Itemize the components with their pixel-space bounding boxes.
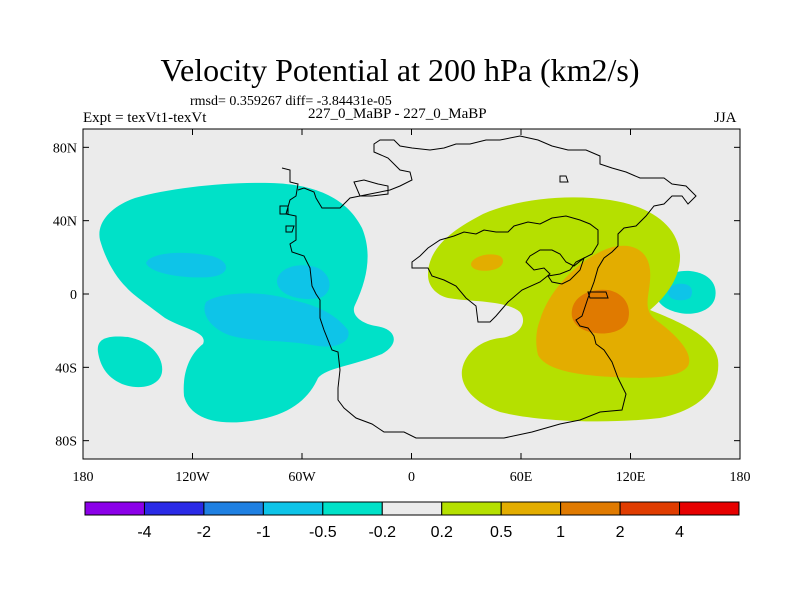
- region-neg-core-a: [146, 252, 227, 278]
- rmsd-diff-stats: rmsd= 0.359267 diff= -3.84431e-05: [190, 94, 392, 109]
- colorbar-level-label: 4: [675, 524, 684, 541]
- x-tick-label: 120W: [175, 470, 210, 485]
- region-pos-core-b: [571, 289, 630, 334]
- x-tick-label: 60E: [510, 470, 533, 485]
- colorbar-swatch: [500, 501, 562, 516]
- x-tick-label: 120E: [616, 470, 646, 485]
- region-neg-east-core: [668, 283, 692, 301]
- colorbar-level-label: -4: [137, 524, 151, 541]
- x-tick-label: 180: [730, 470, 751, 485]
- colorbar-swatch: [619, 501, 681, 516]
- experiment-label: Expt = texVt1-texVt: [83, 110, 207, 126]
- colorbar-swatch: [679, 501, 740, 516]
- y-tick-label: 80S: [55, 435, 77, 450]
- season-label: JJA: [714, 110, 737, 126]
- colorbar-level-label: 0.5: [490, 524, 512, 541]
- coastline-southeast-asia: [587, 291, 609, 299]
- colorbar-level-label: 0.2: [431, 524, 453, 541]
- colorbar-swatch: [560, 501, 621, 516]
- colorbar: -4 -2 -1 -0.5 -0.2 0.2 0.5 1 2 4: [84, 501, 740, 541]
- colorbar-level-label: -1: [256, 524, 270, 541]
- region-neg-southwest-blob: [97, 336, 163, 388]
- contour-fill-layer: [97, 135, 719, 439]
- colorbar-level-label: -0.2: [368, 524, 396, 541]
- colorbar-level-label: -2: [197, 524, 211, 541]
- coastline-arctic-islands: [279, 175, 569, 233]
- x-tick-label: 60W: [288, 470, 316, 485]
- y-tick-label: 0: [70, 288, 77, 303]
- colorbar-swatch: [143, 501, 205, 516]
- colorbar-swatch: [203, 501, 264, 516]
- coastline-north-america: [281, 135, 697, 439]
- x-tick-label: 180: [73, 470, 94, 485]
- x-tick-label: 0: [408, 470, 415, 485]
- colorbar-swatch: [322, 501, 383, 516]
- chart-title: Velocity Potential at 200 hPa (km2/s): [160, 52, 640, 88]
- colorbar-swatch: [84, 501, 145, 516]
- coastline-india: [547, 257, 585, 285]
- colorbar-swatch: [441, 501, 502, 516]
- y-tick-label: 40S: [55, 361, 77, 376]
- region-neg-core-c: [204, 293, 349, 347]
- region-neg-core-b: [276, 265, 330, 300]
- colorbar-level-label: -0.5: [309, 524, 337, 541]
- coastline-greenland: [353, 179, 389, 197]
- coastline-layer: [279, 135, 697, 439]
- colorbar-level-label: 1: [556, 524, 565, 541]
- coastline-europe-africa: [411, 215, 599, 323]
- region-pos-core-small: [471, 254, 504, 271]
- colorbar-swatch: [381, 501, 443, 516]
- axes-layer: 180 120W 60W 0 60E 120E 180 80N 40N 0 40S 80S: [53, 129, 751, 485]
- y-tick-label: 80N: [53, 141, 77, 156]
- case-pair-label: 227_0_MaBP - 227_0_MaBP: [308, 106, 487, 122]
- y-tick-label: 40N: [53, 215, 77, 230]
- colorbar-swatch: [262, 501, 324, 516]
- colorbar-level-label: 2: [616, 524, 625, 541]
